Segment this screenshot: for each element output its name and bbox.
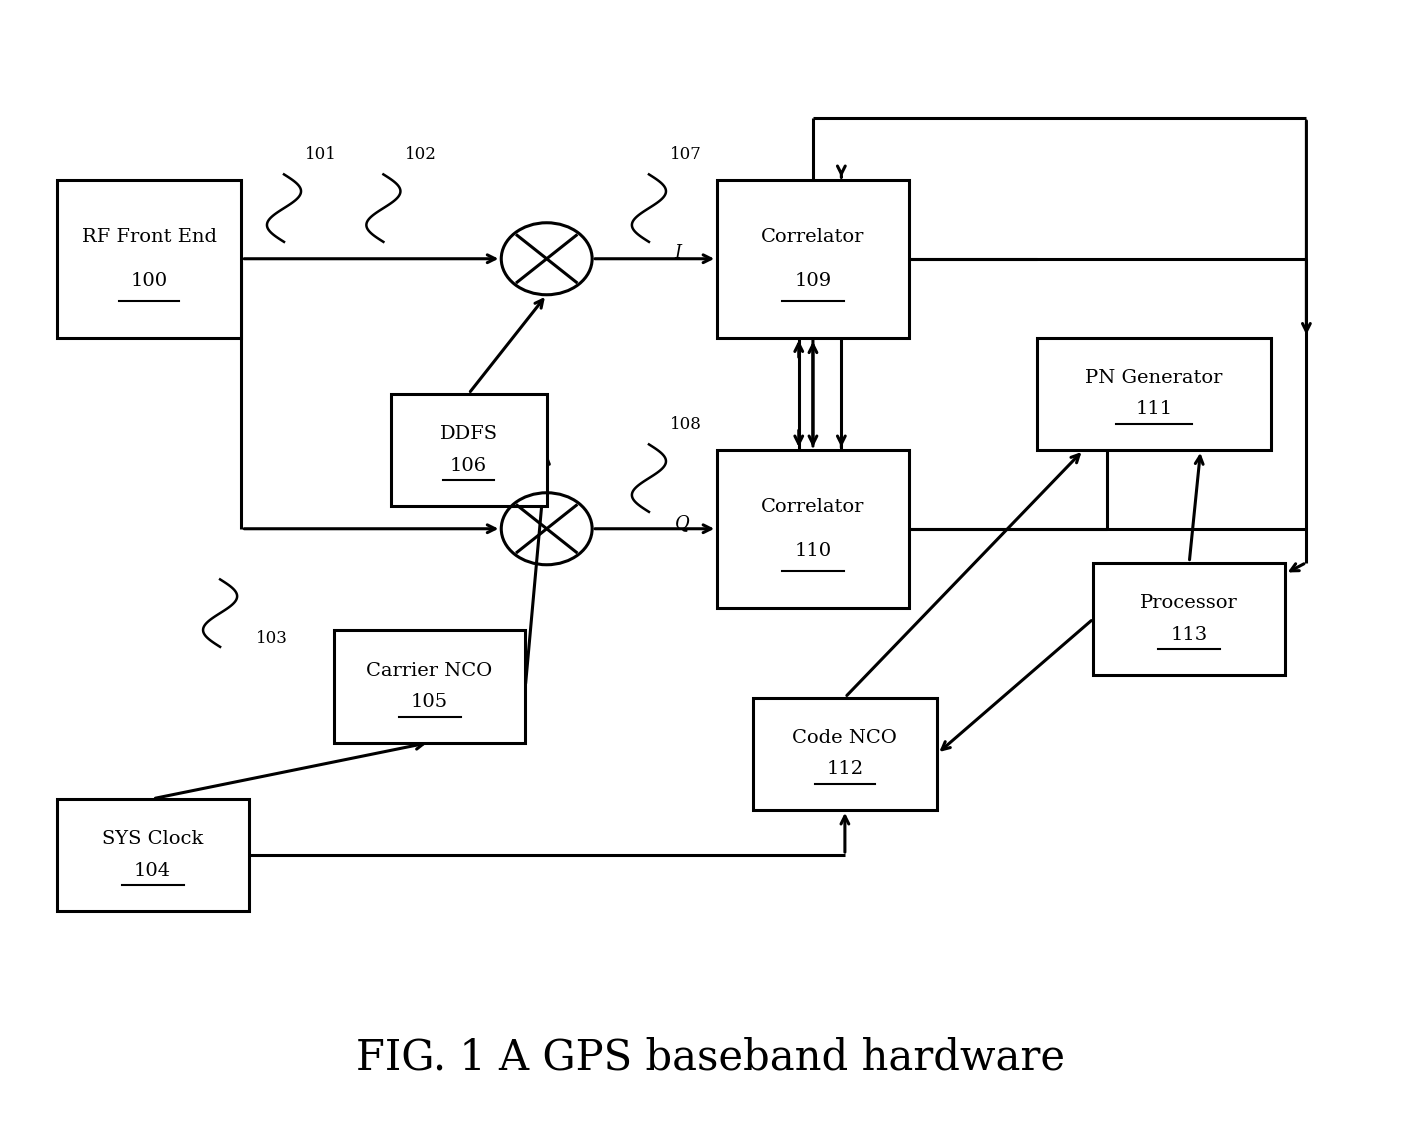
Text: Processor: Processor (1140, 594, 1238, 612)
Text: SYS Clock: SYS Clock (102, 830, 203, 848)
Text: 107: 107 (670, 146, 701, 163)
Text: Q: Q (674, 514, 689, 532)
Text: Carrier NCO: Carrier NCO (366, 662, 493, 680)
Text: Correlator: Correlator (761, 227, 865, 245)
Bar (753, 698, 937, 810)
Text: 105: 105 (410, 693, 449, 711)
Text: 113: 113 (1170, 626, 1208, 643)
Text: RF Front End: RF Front End (81, 227, 217, 245)
Text: Correlator: Correlator (761, 497, 865, 515)
Bar (717, 450, 909, 608)
Bar (717, 180, 909, 338)
Text: 112: 112 (826, 760, 863, 778)
Bar (1037, 338, 1271, 450)
Text: 103: 103 (256, 630, 287, 647)
Text: I: I (674, 244, 682, 262)
Text: 111: 111 (1135, 400, 1173, 418)
Bar (334, 630, 525, 743)
Text: Code NCO: Code NCO (792, 729, 897, 747)
Text: 100: 100 (131, 272, 168, 290)
Text: 109: 109 (794, 272, 832, 290)
Text: 108: 108 (670, 416, 701, 433)
Bar (57, 180, 241, 338)
Text: 104: 104 (133, 862, 172, 880)
Text: 102: 102 (405, 146, 436, 163)
Bar (391, 394, 547, 506)
Text: 110: 110 (794, 542, 832, 560)
Text: FIG. 1 A GPS baseband hardware: FIG. 1 A GPS baseband hardware (355, 1036, 1065, 1079)
Bar (57, 799, 248, 911)
Text: 106: 106 (450, 457, 487, 475)
Bar (1093, 562, 1285, 675)
Text: DDFS: DDFS (440, 425, 497, 443)
Text: PN Generator: PN Generator (1085, 369, 1223, 387)
Text: 101: 101 (305, 146, 337, 163)
